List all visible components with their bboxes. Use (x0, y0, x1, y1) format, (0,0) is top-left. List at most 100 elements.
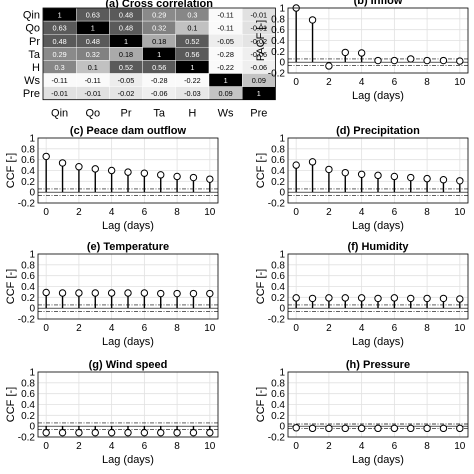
stem-marker (140, 169, 149, 177)
x-tick-label: 0 (43, 207, 49, 218)
stem-marker (439, 176, 448, 184)
y-tick-label: 0 (279, 304, 285, 315)
heatmap-cell-label: 0.18 (152, 37, 166, 46)
x-tick-label: 6 (142, 323, 148, 334)
y-tick-label: 0.4 (21, 400, 35, 411)
heatmap-cell-label: 0.09 (252, 76, 266, 85)
heatmap-cell-label: 0.56 (185, 50, 199, 59)
y-tick-label: 0.6 (21, 389, 35, 400)
heatmap-cell-label: 0.1 (88, 63, 98, 72)
axes-frame (37, 137, 219, 204)
y-tick-label: 1 (279, 134, 285, 145)
x-tick-label: 10 (204, 441, 216, 452)
panel-title: (c) Peace dam outflow (70, 125, 187, 137)
heatmap-cell-label: 0.48 (119, 11, 133, 20)
y-tick-label: 0 (29, 304, 35, 315)
y-axis-label: PACF [-] (255, 20, 267, 61)
stem-marker (107, 166, 116, 175)
heatmap-cell-label: 0.32 (86, 50, 100, 59)
axes-frame (37, 253, 219, 320)
heatmap-cell-label: -0.01 (84, 89, 101, 98)
stem-marker (140, 428, 149, 437)
heatmap-cell-label: -0.01 (51, 89, 68, 98)
x-tick-label: 10 (204, 207, 216, 218)
stem-marker (456, 424, 464, 433)
y-tick-label: 0.8 (271, 144, 285, 155)
y-tick-label: 0.4 (271, 282, 285, 293)
heatmap-cell-label: -0.05 (217, 37, 234, 46)
heatmap-cell-label: 0.09 (218, 89, 232, 98)
stem-marker (423, 294, 431, 303)
y-tick-label: 0.2 (271, 293, 285, 304)
axes-frame (287, 7, 469, 74)
heatmap-col-label: Ws (218, 108, 234, 120)
stem-marker (308, 158, 317, 166)
x-tick-label: 2 (326, 441, 332, 452)
heatmap-title: (a) Cross correlation (105, 0, 213, 10)
stem-marker (390, 294, 399, 302)
y-tick-label: 1 (279, 250, 285, 261)
heatmap-row-label: Pr (29, 36, 40, 48)
x-tick-label: 6 (392, 323, 398, 334)
stem-marker (407, 294, 415, 303)
stem-marker (308, 294, 317, 303)
heatmap-cell-label: -0.02 (118, 89, 135, 98)
stem-marker (157, 428, 165, 437)
stem-marker (173, 428, 181, 437)
x-tick-label: 6 (392, 77, 398, 88)
stem-marker (325, 165, 333, 174)
heatmap-frame (42, 7, 276, 101)
stem-marker (407, 424, 415, 433)
x-tick-label: 2 (326, 207, 332, 218)
stem-marker (423, 174, 431, 183)
stem-marker (325, 424, 333, 433)
x-tick-label: 4 (359, 323, 365, 334)
stem-marker (357, 170, 366, 178)
stem-marker (124, 168, 132, 176)
stem-marker (173, 289, 181, 298)
heatmap-row-label: Qo (25, 23, 40, 35)
y-axis-label: CCF [-] (5, 153, 17, 188)
y-tick-label: 0.2 (271, 411, 285, 422)
y-tick-label: 0.6 (271, 25, 285, 36)
y-tick-label: 0.8 (271, 260, 285, 271)
heatmap-cell-label: 0.3 (187, 11, 197, 20)
y-tick-label: 0 (29, 188, 35, 199)
stem-marker (439, 56, 448, 65)
heatmap-cell-label: -0.22 (184, 76, 201, 85)
heatmap-cell-label: 0.63 (86, 11, 100, 20)
stem-marker (374, 424, 382, 433)
stem-marker (341, 294, 349, 302)
x-tick-label: 6 (142, 441, 148, 452)
stem-marker (206, 175, 214, 183)
x-tick-label: 8 (174, 323, 180, 334)
stem-marker (206, 289, 214, 298)
heatmap-cell-label: 0.29 (52, 50, 66, 59)
axes-frame (287, 253, 469, 320)
heatmap-cell-label: 0.48 (52, 37, 66, 46)
axes-frame (287, 137, 469, 204)
y-tick-label: -0.2 (268, 315, 286, 326)
y-tick-label: 0.8 (271, 14, 285, 25)
x-tick-label: 4 (109, 323, 115, 334)
y-tick-label: 0 (279, 58, 285, 69)
y-tick-label: 0.8 (21, 378, 35, 389)
y-tick-label: 0.2 (271, 177, 285, 188)
y-tick-label: 0.2 (21, 177, 35, 188)
stem-marker (374, 171, 382, 180)
y-tick-label: 0.4 (271, 36, 285, 47)
heatmap-row-label: Ws (24, 75, 40, 87)
stem-marker (357, 294, 366, 302)
y-tick-label: 1 (279, 368, 285, 379)
stem-marker (374, 294, 382, 303)
stem-marker (439, 294, 448, 303)
y-tick-label: 0.6 (21, 271, 35, 282)
x-tick-label: 0 (293, 441, 299, 452)
stem-marker (107, 289, 116, 297)
stem-marker (407, 173, 415, 182)
y-axis-label: CCF [-] (5, 387, 17, 422)
x-axis-label: Lag (days) (102, 336, 154, 348)
stem-marker (456, 57, 464, 65)
heatmap-cell-label: 0.3 (55, 63, 65, 72)
